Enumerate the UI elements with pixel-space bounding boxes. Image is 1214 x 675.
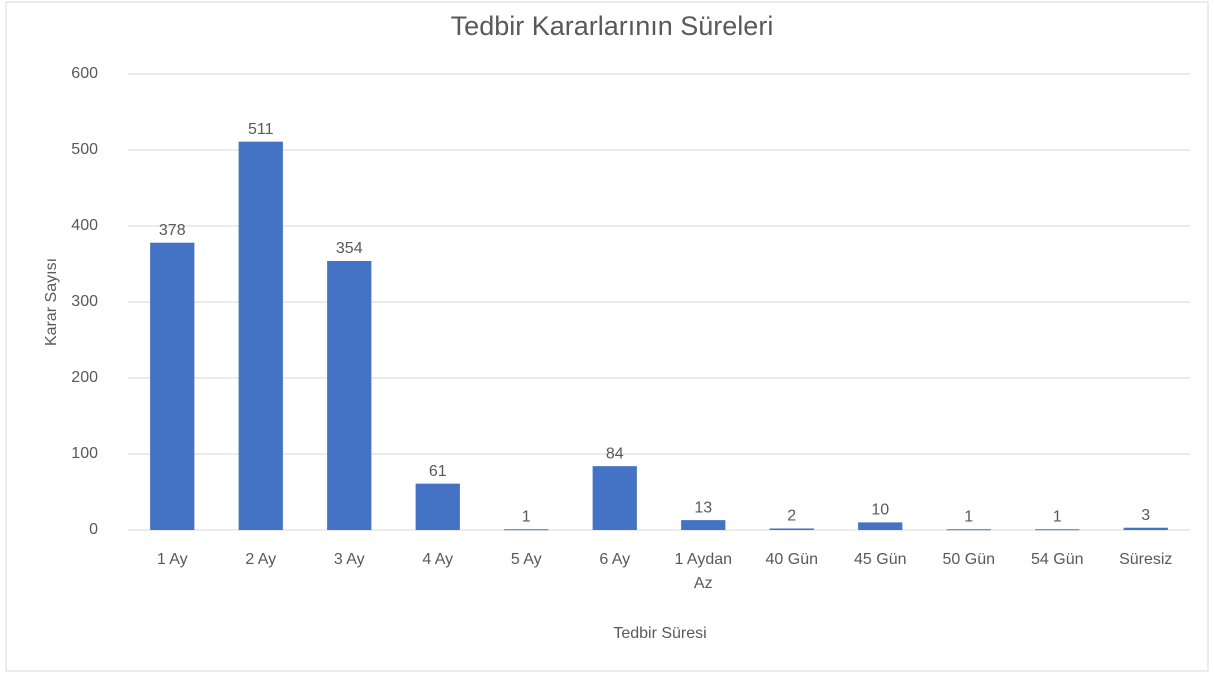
- bar: [504, 529, 549, 531]
- y-tick-label: 600: [71, 65, 98, 82]
- bar: [946, 529, 991, 531]
- x-tick-label: 4 Ay: [422, 551, 453, 568]
- chart-frame: [5, 1, 1209, 672]
- y-tick-label: 100: [71, 445, 98, 462]
- bar: [769, 528, 814, 530]
- x-tick-label: 45 Gün: [854, 551, 906, 568]
- bar: [1035, 529, 1080, 531]
- data-label: 1: [522, 508, 531, 525]
- x-tick-label: 2 Ay: [245, 551, 276, 568]
- bar: [681, 520, 726, 530]
- data-label: 1: [1053, 508, 1062, 525]
- data-label: 13: [694, 499, 712, 516]
- x-tick-label: 5 Ay: [511, 551, 542, 568]
- y-tick-label: 400: [71, 217, 98, 234]
- data-label: 378: [159, 222, 186, 239]
- data-label: 10: [871, 502, 889, 519]
- data-label: 354: [336, 240, 363, 257]
- bar: [1123, 527, 1168, 530]
- data-label: 84: [606, 445, 624, 462]
- bar: [327, 260, 372, 530]
- chart-title: Tedbir Kararlarının Süreleri: [451, 11, 774, 41]
- x-tick-label: 1 Aydan Az: [674, 551, 732, 592]
- y-tick-label: 500: [71, 141, 98, 158]
- data-label: 3: [1141, 507, 1150, 524]
- data-label: 511: [248, 121, 274, 138]
- y-axis-label: Karar Sayısı: [43, 258, 60, 346]
- y-tick-label: 300: [71, 293, 98, 310]
- x-tick-label: 50 Gün: [943, 551, 995, 568]
- bar: [858, 522, 903, 530]
- data-label: 61: [429, 463, 447, 480]
- y-tick-label: 200: [71, 369, 98, 386]
- bar: [592, 466, 637, 530]
- x-axis-label: Tedbir Süresi: [613, 625, 706, 642]
- x-tick-label: 3 Ay: [334, 551, 365, 568]
- data-label: 1: [964, 508, 973, 525]
- bar: [238, 141, 283, 530]
- x-tick-label: 1 Ay: [157, 551, 188, 568]
- x-tick-label: 40 Gün: [766, 551, 818, 568]
- x-tick-label: 54 Gün: [1031, 551, 1083, 568]
- data-label: 2: [787, 508, 796, 525]
- y-tick-label: 0: [89, 521, 98, 538]
- x-tick-label: Süresiz: [1119, 551, 1172, 568]
- x-tick-label: 6 Ay: [599, 551, 630, 568]
- bar: [415, 483, 460, 530]
- bar: [150, 242, 195, 530]
